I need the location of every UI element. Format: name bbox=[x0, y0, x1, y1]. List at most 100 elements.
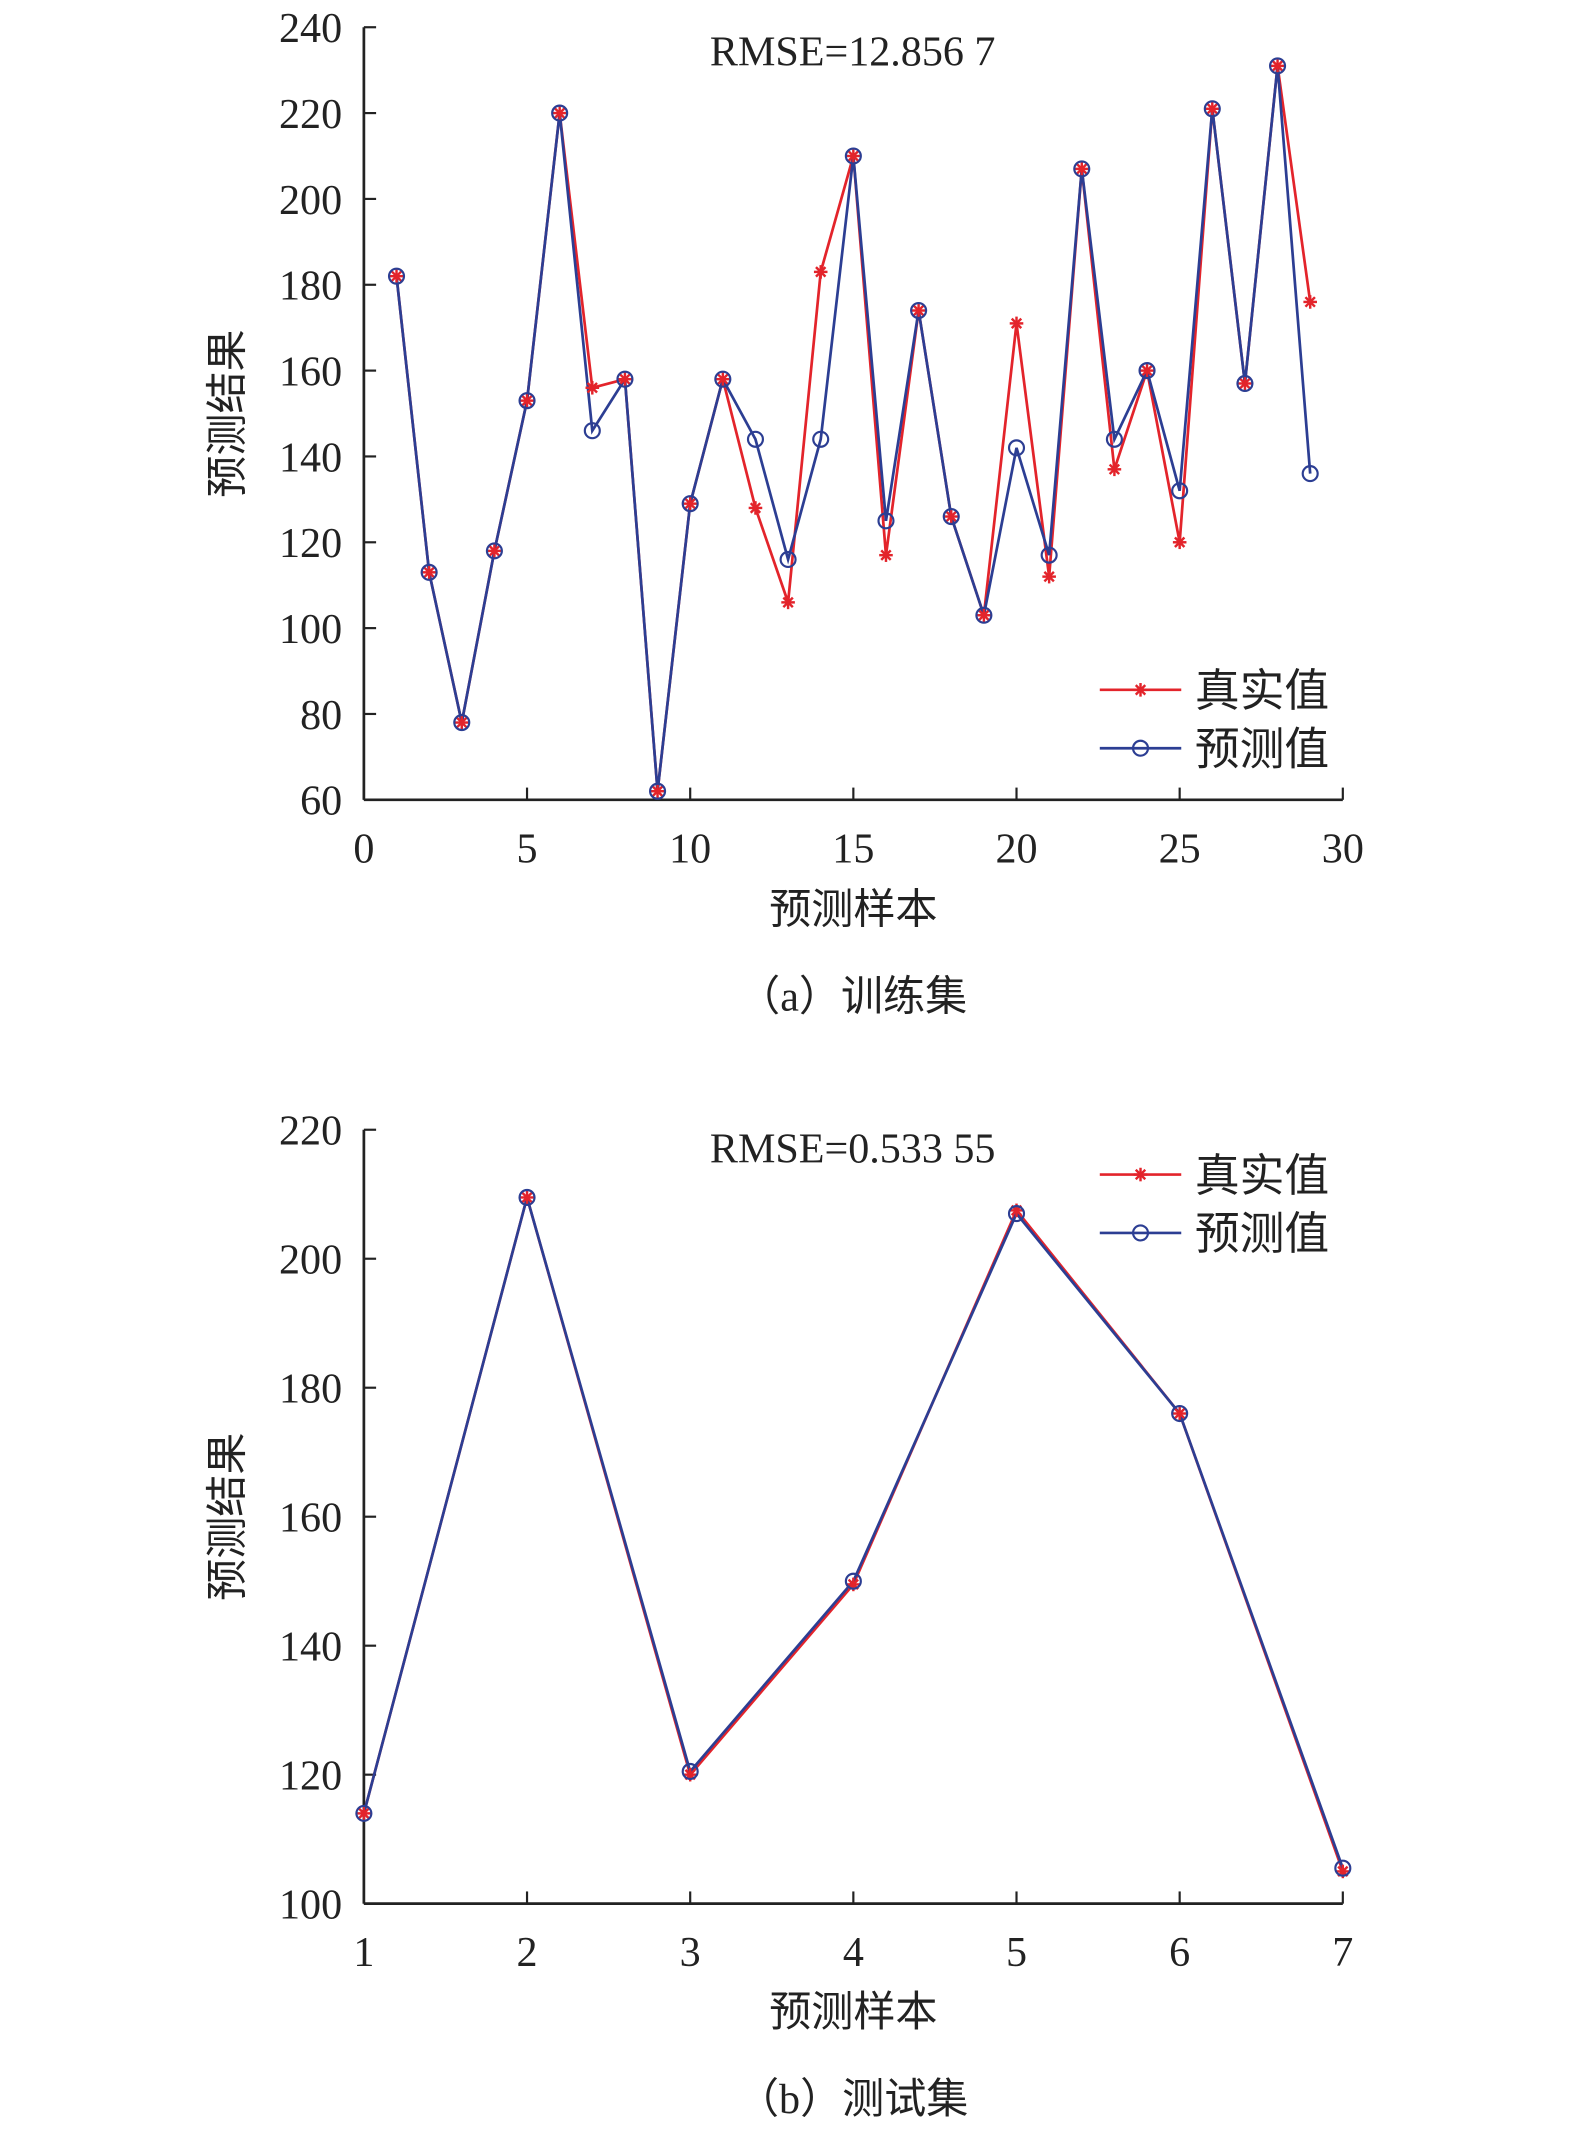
legend-marker-pred bbox=[1131, 739, 1150, 757]
y-tick-label: 60 bbox=[300, 778, 342, 825]
asterisk-stroke bbox=[521, 395, 533, 407]
data-point-true bbox=[1042, 569, 1056, 584]
data-point-true bbox=[748, 501, 763, 515]
legend-marker-true bbox=[1133, 683, 1148, 697]
data-point-true bbox=[911, 303, 926, 318]
legend-marker-true bbox=[1133, 1167, 1148, 1182]
series-line-true bbox=[395, 65, 1312, 792]
data-point-pred bbox=[1334, 1859, 1352, 1877]
asterisk-stroke bbox=[1174, 1407, 1186, 1420]
data-point-true bbox=[650, 784, 665, 799]
caption: （a）训练集 bbox=[738, 973, 967, 1020]
y-tick-label: 220 bbox=[279, 91, 342, 138]
x-tick-label: 20 bbox=[995, 825, 1037, 872]
asterisk-stroke bbox=[1239, 377, 1251, 390]
data-point-true bbox=[618, 372, 632, 386]
data-point-pred bbox=[844, 1572, 862, 1590]
legend-label: 预测值 bbox=[1195, 725, 1329, 775]
data-point-pred bbox=[681, 495, 699, 513]
asterisk-stroke bbox=[1304, 296, 1316, 308]
y-axis-label: 预测结果 bbox=[205, 329, 252, 497]
legend-label: 预测值 bbox=[1195, 1209, 1329, 1259]
asterisk-stroke bbox=[521, 1191, 533, 1204]
asterisk-stroke bbox=[1134, 1168, 1147, 1181]
data-point-true bbox=[389, 269, 404, 283]
x-axis-label: 预测样本 bbox=[769, 1989, 937, 2036]
asterisk-stroke bbox=[717, 373, 729, 385]
x-tick-label: 5 bbox=[1006, 1929, 1027, 1976]
data-point-pred bbox=[1105, 430, 1123, 448]
data-point-true bbox=[552, 106, 567, 120]
data-point-pred bbox=[453, 713, 471, 732]
data-point-pred bbox=[387, 267, 406, 285]
data-point-true bbox=[879, 548, 893, 562]
data-point-true bbox=[1270, 59, 1285, 73]
x-tick-label: 4 bbox=[843, 1929, 864, 1976]
series-line-true bbox=[362, 1192, 1345, 1872]
x-tick-label: 0 bbox=[353, 825, 374, 872]
asterisk-stroke bbox=[684, 498, 696, 510]
legend-label: 真实值 bbox=[1195, 666, 1329, 716]
data-point-true bbox=[1009, 316, 1024, 331]
data-point-true bbox=[1107, 462, 1122, 477]
asterisk-stroke bbox=[1134, 684, 1147, 696]
series-line-pred bbox=[395, 65, 1312, 792]
asterisk-stroke bbox=[619, 373, 631, 385]
y-tick-label: 100 bbox=[279, 1882, 342, 1929]
data-point-pred bbox=[649, 782, 667, 800]
y-tick-label: 160 bbox=[279, 1495, 342, 1542]
asterisk-stroke bbox=[1271, 60, 1284, 72]
data-point-pred bbox=[616, 370, 634, 388]
y-tick-label: 140 bbox=[279, 1624, 342, 1671]
data-point-pred bbox=[518, 1188, 536, 1207]
data-point-pred bbox=[844, 147, 862, 165]
rmse-annotation: RMSE=12.856 7 bbox=[710, 28, 996, 75]
asterisk-stroke bbox=[554, 107, 566, 119]
asterisk-stroke bbox=[456, 716, 468, 729]
x-tick-label: 10 bbox=[669, 825, 711, 872]
data-point-pred bbox=[975, 606, 993, 624]
y-tick-label: 100 bbox=[279, 606, 342, 653]
asterisk-stroke bbox=[390, 270, 403, 282]
data-point-pred bbox=[1007, 439, 1026, 457]
data-point-true bbox=[977, 608, 991, 623]
x-tick-label: 25 bbox=[1159, 825, 1201, 872]
chart-test: 100 120 140 160 180 200 220 1 2 3 4 5 6 7 预测样本 预测结果 RMSE… bbox=[205, 1108, 1354, 2123]
data-point-true bbox=[357, 1806, 371, 1821]
asterisk-stroke bbox=[978, 609, 990, 621]
asterisk-stroke bbox=[423, 566, 435, 578]
data-point-true bbox=[683, 496, 697, 511]
data-point-pred bbox=[681, 1762, 699, 1781]
data-point-true bbox=[716, 372, 730, 386]
y-tick-label: 140 bbox=[279, 434, 342, 481]
x-tick-label: 5 bbox=[517, 825, 538, 872]
data-point-pred bbox=[910, 301, 928, 320]
chart-train: 60 80 100 120 140 160 180 200 220 240 0 5 10 15 20 25 30… bbox=[205, 5, 1364, 1020]
data-point-true bbox=[813, 265, 828, 279]
data-point-true bbox=[585, 380, 600, 395]
y-tick-label: 80 bbox=[300, 692, 342, 739]
asterisk-stroke bbox=[1108, 463, 1121, 475]
data-point-pred bbox=[1007, 1205, 1026, 1223]
data-point-pred bbox=[518, 392, 536, 410]
x-tick-label: 30 bbox=[1322, 825, 1364, 872]
data-point-true bbox=[944, 509, 959, 524]
legend-label: 真实值 bbox=[1195, 1151, 1329, 1201]
rmse-annotation: RMSE=0.533 55 bbox=[710, 1125, 996, 1172]
data-point-pred bbox=[714, 370, 732, 388]
data-point-true bbox=[1140, 363, 1154, 378]
asterisk-stroke bbox=[749, 502, 762, 514]
y-tick-label: 220 bbox=[279, 1108, 342, 1155]
x-tick-label: 1 bbox=[353, 1929, 374, 1976]
data-point-true bbox=[1238, 376, 1252, 391]
data-point-pred bbox=[1203, 100, 1221, 118]
data-point-pred bbox=[812, 430, 830, 448]
y-tick-label: 180 bbox=[279, 1366, 342, 1413]
asterisk-stroke bbox=[880, 549, 892, 561]
x-tick-label: 6 bbox=[1169, 1929, 1190, 1976]
y-tick-label: 180 bbox=[279, 263, 342, 310]
x-tick-label: 15 bbox=[832, 825, 874, 872]
asterisk-stroke bbox=[586, 382, 598, 394]
asterisk-stroke bbox=[945, 510, 957, 523]
